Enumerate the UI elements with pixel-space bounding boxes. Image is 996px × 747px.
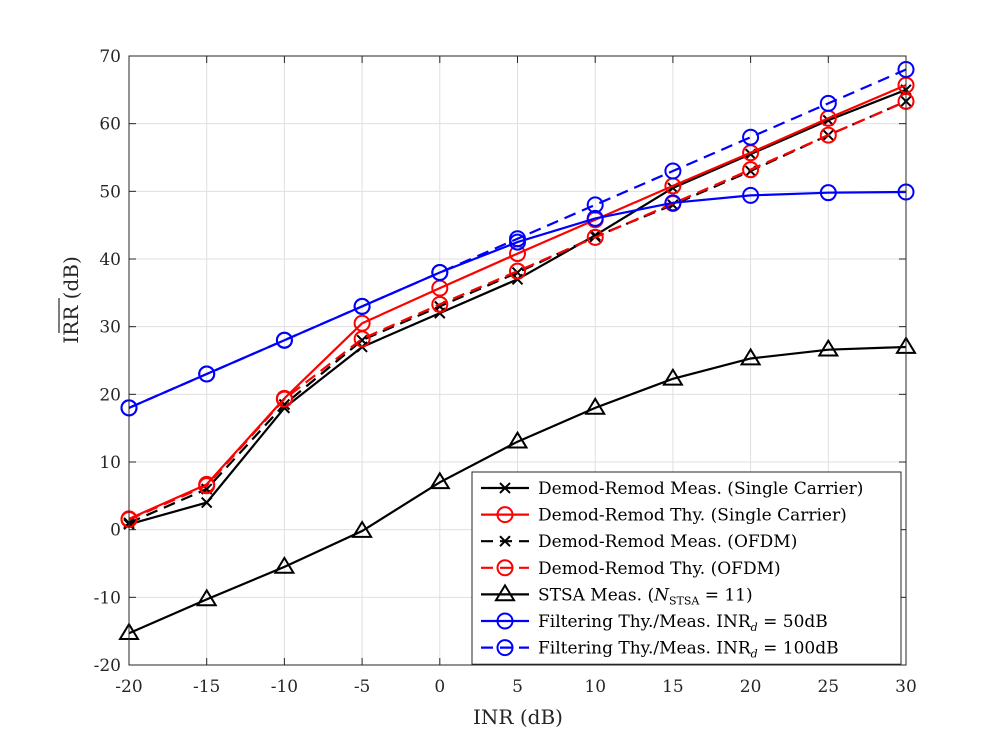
legend-label: Demod-Remod Thy. (Single Carrier) bbox=[538, 506, 847, 526]
legend-label: Demod-Remod Meas. (Single Carrier) bbox=[538, 479, 863, 499]
data-point-dr-thy-ofdm bbox=[198, 477, 216, 495]
data-point-dr-meas-sc bbox=[200, 496, 213, 509]
data-point-stsa-meas bbox=[273, 555, 296, 574]
y-tick-label: 50 bbox=[99, 182, 121, 202]
y-tick-label: 70 bbox=[99, 47, 121, 67]
legend-label: Demod-Remod Meas. (OFDM) bbox=[538, 532, 797, 552]
series-line-dr-thy-ofdm bbox=[128, 100, 907, 521]
data-point-stsa-meas bbox=[506, 430, 529, 449]
x-tick-label: 5 bbox=[512, 677, 523, 697]
x-tick-label: 10 bbox=[584, 677, 606, 697]
data-point-dr-thy-ofdm bbox=[586, 228, 604, 246]
x-axis-label: INR (dB) bbox=[473, 705, 563, 729]
y-tick-label: -20 bbox=[94, 656, 121, 676]
data-point-stsa-meas bbox=[429, 471, 451, 490]
axis-ticks: -20 -15 -10 -5 0 5 10 15 20 25 30 -20 -10 0 10 20 30 40 50… bbox=[94, 47, 917, 697]
data-point-filt-50 bbox=[664, 194, 682, 212]
x-tick-label: -5 bbox=[354, 677, 371, 697]
data-point-dr-thy-ofdm bbox=[431, 295, 449, 313]
legend-item: Filtering Thy./Meas. INRd = 50dB bbox=[481, 612, 828, 634]
y-axis-label: IRR (dB) bbox=[59, 256, 83, 343]
data-point-filt-50 bbox=[742, 186, 760, 204]
series-layer bbox=[118, 61, 917, 641]
x-tick-label: -15 bbox=[193, 677, 220, 697]
legend-label: Filtering Thy./Meas. INRd = 50dB bbox=[538, 612, 828, 634]
legend-marker bbox=[494, 583, 516, 602]
legend-marker bbox=[496, 506, 514, 524]
legend-marker bbox=[496, 639, 514, 657]
x-tick-label: 15 bbox=[662, 677, 684, 697]
legend-item: STSA Meas. (NSTSA = 11) bbox=[481, 583, 753, 607]
data-point-stsa-meas bbox=[662, 367, 684, 386]
y-tick-label: 30 bbox=[99, 318, 121, 338]
data-point-dr-thy-ofdm bbox=[742, 161, 760, 179]
data-point-filt-100 bbox=[353, 297, 371, 315]
legend-marker bbox=[499, 535, 511, 547]
data-point-filt-50 bbox=[819, 184, 837, 202]
y-axis-label-group: IRR (dB) bbox=[58, 256, 83, 344]
x-tick-label: 0 bbox=[434, 677, 445, 697]
data-point-filt-100 bbox=[664, 162, 682, 180]
y-tick-label: 20 bbox=[99, 385, 121, 405]
data-point-dr-thy-ofdm bbox=[353, 330, 371, 348]
series-line-filt-100 bbox=[128, 68, 907, 409]
y-tick-label: 0 bbox=[110, 521, 121, 541]
data-point-dr-meas-ofdm bbox=[511, 266, 524, 279]
data-point-stsa-meas bbox=[817, 338, 840, 357]
x-tick-label: -10 bbox=[271, 677, 298, 697]
legend-item: Demod-Remod Meas. (OFDM) bbox=[481, 532, 797, 552]
data-point-stsa-meas bbox=[351, 520, 373, 538]
legend-label: Filtering Thy./Meas. INRd = 100dB bbox=[538, 639, 839, 661]
legend-item: Demod-Remod Meas. (Single Carrier) bbox=[481, 479, 863, 499]
y-tick-label: 10 bbox=[99, 453, 121, 473]
data-point-stsa-meas bbox=[739, 347, 762, 366]
legend-item: Demod-Remod Thy. (Single Carrier) bbox=[481, 506, 847, 526]
legend-label: STSA Meas. (NSTSA = 11) bbox=[538, 585, 753, 607]
legend-item: Demod-Remod Thy. (OFDM) bbox=[481, 559, 781, 579]
y-tick-label: -10 bbox=[94, 588, 121, 608]
legend: Demod-Remod Meas. (Single Carrier) Demod-… bbox=[471, 471, 902, 665]
legend-item: Filtering Thy./Meas. INRd = 100dB bbox=[481, 639, 839, 661]
x-tick-label: 25 bbox=[817, 677, 839, 697]
legend-label: Demod-Remod Thy. (OFDM) bbox=[538, 559, 781, 579]
x-tick-label: 20 bbox=[740, 677, 762, 697]
data-point-filt-100 bbox=[198, 365, 216, 383]
x-tick-label: -20 bbox=[115, 677, 142, 697]
data-point-dr-thy-ofdm bbox=[509, 262, 526, 280]
y-tick-label: 40 bbox=[99, 250, 121, 270]
data-point-filt-100 bbox=[819, 94, 837, 112]
legend-marker bbox=[499, 482, 511, 494]
data-point-filt-100 bbox=[742, 128, 760, 146]
data-point-filt-100 bbox=[431, 264, 449, 282]
series-line-stsa-meas bbox=[128, 345, 907, 635]
data-point-filt-100 bbox=[586, 196, 604, 214]
y-tick-label: 60 bbox=[99, 115, 121, 135]
data-point-stsa-meas bbox=[584, 396, 606, 415]
legend-marker bbox=[496, 612, 514, 630]
data-point-filt-100 bbox=[509, 230, 526, 248]
data-point-dr-thy-ofdm bbox=[275, 390, 293, 408]
legend-marker bbox=[496, 559, 514, 577]
legend-box bbox=[471, 471, 902, 665]
data-point-dr-thy-ofdm bbox=[819, 126, 837, 144]
series-stsa-meas bbox=[118, 336, 917, 641]
data-point-filt-50 bbox=[586, 209, 604, 227]
data-point-stsa-meas bbox=[195, 588, 218, 607]
data-point-filt-100 bbox=[275, 331, 293, 349]
data-point-dr-meas-ofdm bbox=[356, 334, 368, 346]
x-tick-label: 30 bbox=[895, 677, 917, 697]
